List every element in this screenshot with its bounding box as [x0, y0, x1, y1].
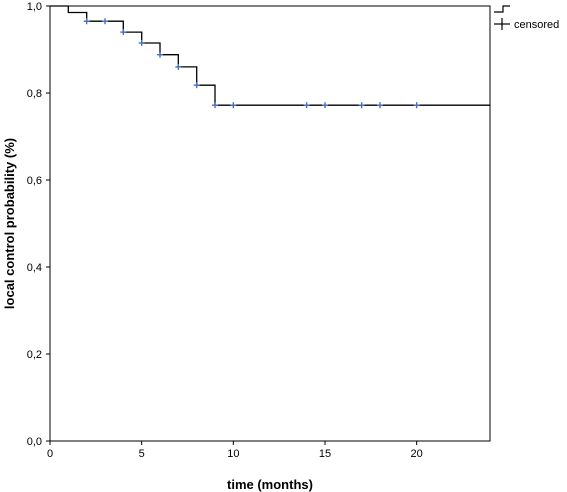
legend-censored-label: censored [514, 19, 559, 31]
censored-marker [83, 18, 90, 25]
censored-marker [358, 102, 365, 109]
censored-marker [120, 29, 127, 36]
censored-marker [303, 102, 310, 109]
plot-frame [49, 5, 491, 442]
y-axis-title: local control probability (%) [2, 138, 17, 309]
censored-marker [157, 51, 163, 58]
x-tick-label: 15 [319, 448, 331, 460]
legend-censored-icon [494, 18, 510, 30]
y-tick-label: 0,0 [27, 436, 42, 448]
censored-marker [413, 102, 420, 109]
y-tick-label: 1,0 [27, 1, 42, 13]
y-tick-label: 0,2 [27, 349, 42, 361]
censored-marker [193, 82, 200, 89]
x-tick-label: 20 [411, 448, 423, 460]
x-tick-label: 5 [139, 448, 145, 460]
censored-marker [377, 102, 383, 109]
censored-marker [138, 39, 145, 46]
y-tick-label: 0,8 [27, 88, 42, 100]
censored-marker [322, 102, 328, 109]
x-tick-label: 0 [47, 448, 53, 460]
x-tick-label: 10 [227, 448, 239, 460]
censored-marker [102, 18, 108, 25]
censored-marker [175, 63, 182, 70]
censored-marker [212, 102, 218, 109]
x-axis-title: time (months) [227, 477, 313, 492]
survival-step-line [50, 5, 490, 106]
censored-marker [230, 102, 237, 109]
y-tick-label: 0,4 [27, 262, 42, 274]
y-tick-label: 0,6 [27, 175, 42, 187]
legend-step-line-icon [494, 5, 510, 13]
